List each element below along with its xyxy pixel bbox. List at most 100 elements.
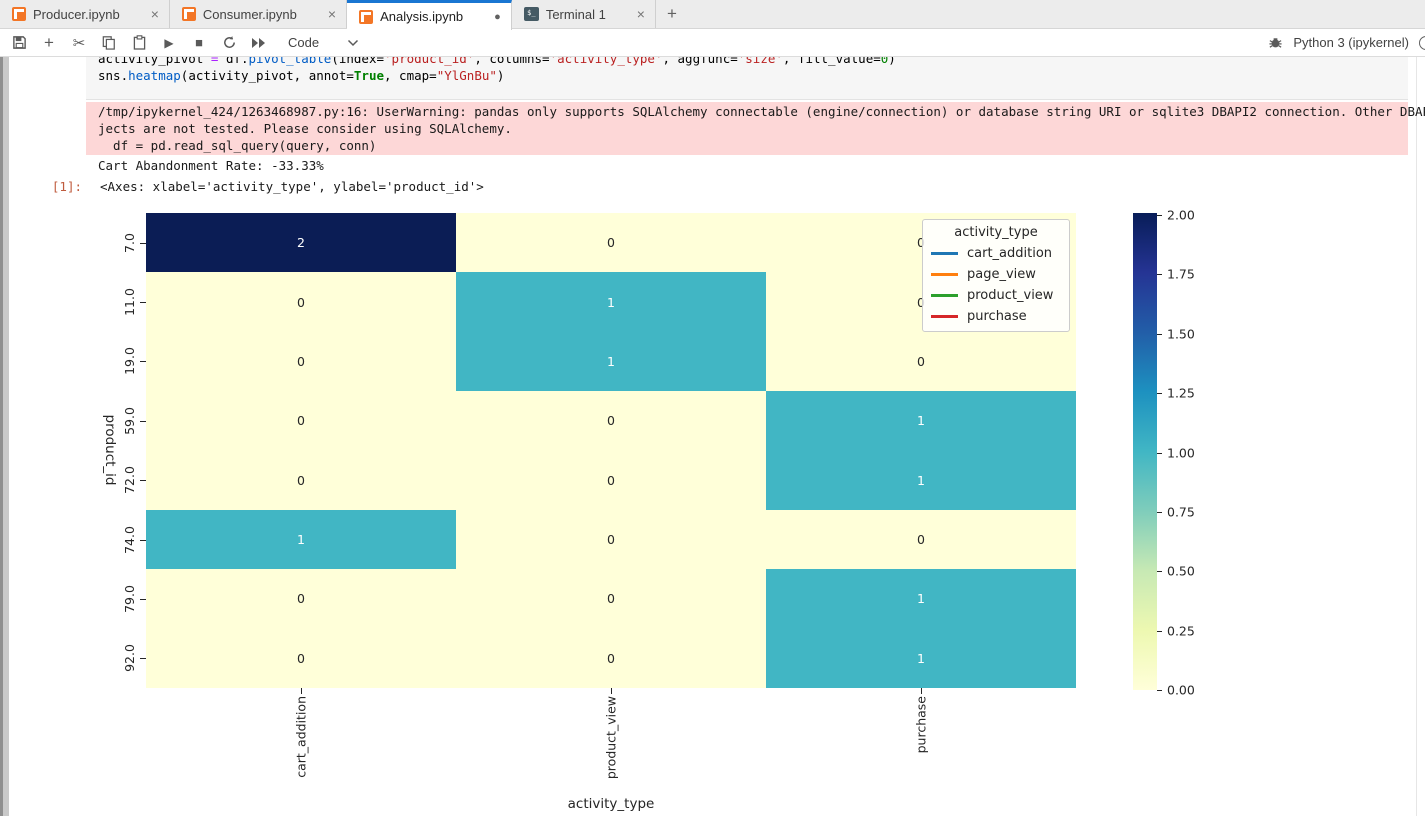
kernel-name[interactable]: Python 3 (ipykernel): [1293, 35, 1409, 50]
heatmap-cell: 0: [456, 628, 766, 688]
sidebar-edge-light: [3, 57, 9, 816]
heatmap-cell: 1: [766, 628, 1076, 688]
restart-kernel-button[interactable]: [214, 31, 244, 55]
heatmap-cell: 0: [456, 391, 766, 451]
cell-annotation: 1: [917, 591, 925, 607]
colorbar-tick-mark: [1157, 452, 1162, 454]
scrollbar-track[interactable]: [1416, 57, 1417, 816]
code-cell-editor[interactable]: activity_pivot = df.pivot_table(index='p…: [86, 57, 1408, 100]
close-icon[interactable]: ×: [150, 6, 159, 22]
heatmap-cell: 1: [146, 509, 456, 570]
cell-annotation: 0: [607, 413, 615, 429]
y-tick-label: 19.0: [122, 347, 137, 376]
tab-terminal[interactable]: $_ Terminal 1 ×: [511, 0, 656, 28]
cell-annotation: 1: [917, 472, 925, 488]
code-token: 0: [880, 57, 889, 66]
close-icon[interactable]: ×: [327, 6, 337, 22]
restart-run-all-button[interactable]: [244, 31, 274, 55]
legend-label: product_view: [967, 288, 1054, 303]
colorbar-tick-label: 1.75: [1167, 266, 1195, 282]
code-token: 'size': [737, 57, 783, 66]
y-tick-label: 79.0: [122, 585, 137, 613]
y-tick-label: 74.0: [122, 525, 137, 554]
x-tick-label: cart_addition: [293, 696, 309, 778]
tab-producer[interactable]: Producer.ipynb ×: [0, 0, 170, 28]
heatmap-cell: 0: [146, 450, 456, 510]
cell-annotation: 0: [917, 235, 925, 251]
unsaved-dot-icon[interactable]: ●: [494, 10, 501, 23]
heatmap-cell: 0: [456, 450, 766, 510]
legend-entry: page_view: [931, 264, 1061, 285]
kernel-status-icon[interactable]: [1419, 35, 1425, 50]
y-tick-mark: [140, 242, 146, 244]
cell-annotation: 0: [297, 591, 305, 607]
heatmap-cell: 0: [146, 391, 456, 451]
code-token: 'activity_type': [549, 57, 663, 66]
heatmap-grid: 2 0 0 0 1 0 0 1 0 0 0 1 0 0 1 1 0 0 0 0 1 0 0 1: [146, 213, 1076, 688]
code-token: (index=: [331, 57, 385, 66]
cell-annotation: 0: [917, 532, 925, 548]
cell-annotation: 1: [917, 650, 925, 666]
colorbar-tick-mark: [1157, 690, 1162, 691]
heatmap-cell: 1: [766, 569, 1076, 629]
warning-line: df = pd.read_sql_query(query, conn): [98, 138, 377, 153]
code-token: True: [353, 68, 384, 83]
x-tick-mark: [921, 688, 922, 694]
y-tick-mark: [140, 480, 146, 482]
colorbar: [1133, 213, 1157, 690]
tab-label: Terminal 1: [545, 6, 606, 22]
code-token: ): [888, 57, 896, 66]
code-token: activity_pivot: [98, 57, 211, 66]
legend-line-swatch: [931, 315, 958, 318]
y-tick-mark: [140, 539, 146, 541]
y-tick-mark: [140, 302, 146, 304]
heatmap-cell: 1: [766, 391, 1076, 451]
heatmap-cell: 0: [456, 569, 766, 629]
y-tick-mark: [140, 361, 146, 363]
warning-line: jects are not tested. Please consider us…: [98, 121, 512, 136]
chevron-down-icon[interactable]: [347, 39, 359, 47]
cut-cells-button[interactable]: ✂: [72, 34, 86, 52]
close-icon[interactable]: ×: [636, 6, 645, 22]
code-token: , columns=: [474, 57, 550, 66]
tab-consumer[interactable]: Consumer.ipynb ×: [169, 0, 348, 28]
cell-annotation: 0: [607, 591, 615, 607]
colorbar-tick-mark: [1157, 393, 1162, 395]
tab-analysis[interactable]: Analysis.ipynb ●: [347, 0, 512, 30]
y-tick-label: 59.0: [122, 406, 137, 435]
colorbar-tick-label: 1.00: [1167, 445, 1195, 460]
code-token: =: [210, 57, 219, 66]
cell-annotation: 0: [297, 650, 305, 666]
cell-annotation: 1: [917, 413, 925, 429]
paste-cells-button[interactable]: [124, 31, 154, 55]
heatmap-cell: 0: [146, 272, 456, 332]
sidebar-edge: [0, 57, 3, 816]
y-tick-label: 92.0: [122, 644, 137, 673]
save-button[interactable]: [4, 31, 34, 55]
new-tab-button[interactable]: +: [655, 0, 686, 28]
colorbar-tick-label: 0.25: [1167, 623, 1195, 639]
cell-type-dropdown[interactable]: Code: [288, 35, 320, 50]
cell-annotation: 0: [297, 353, 305, 369]
code-token: sns.: [98, 68, 129, 83]
add-cell-button[interactable]: +: [44, 32, 54, 52]
heatmap-cell: 0: [146, 628, 456, 688]
tab-label: Consumer.ipynb: [202, 6, 297, 22]
stop-kernel-button[interactable]: ■: [195, 35, 203, 50]
x-tick-mark: [611, 688, 612, 694]
terminal-icon: $_: [523, 7, 539, 21]
debugger-icon[interactable]: [1268, 35, 1283, 50]
code-token: 'product_id': [384, 57, 475, 66]
heatmap-cell: 1: [456, 331, 766, 392]
x-axis-title: activity_type: [567, 796, 655, 812]
heatmap-cell: 0: [766, 509, 1076, 570]
run-cell-button[interactable]: ▶: [164, 35, 174, 50]
code-token: , fill_value=: [782, 57, 881, 66]
legend-line-swatch: [931, 273, 958, 276]
colorbar-tick-label: 2.00: [1167, 207, 1195, 223]
copy-cells-button[interactable]: [94, 31, 124, 55]
legend-line-swatch: [931, 252, 958, 255]
cell-annotation: 1: [607, 353, 615, 369]
cell-annotation: 2: [297, 235, 305, 251]
code-line: sns.heatmap(activity_pivot, annot=True, …: [98, 67, 1408, 84]
